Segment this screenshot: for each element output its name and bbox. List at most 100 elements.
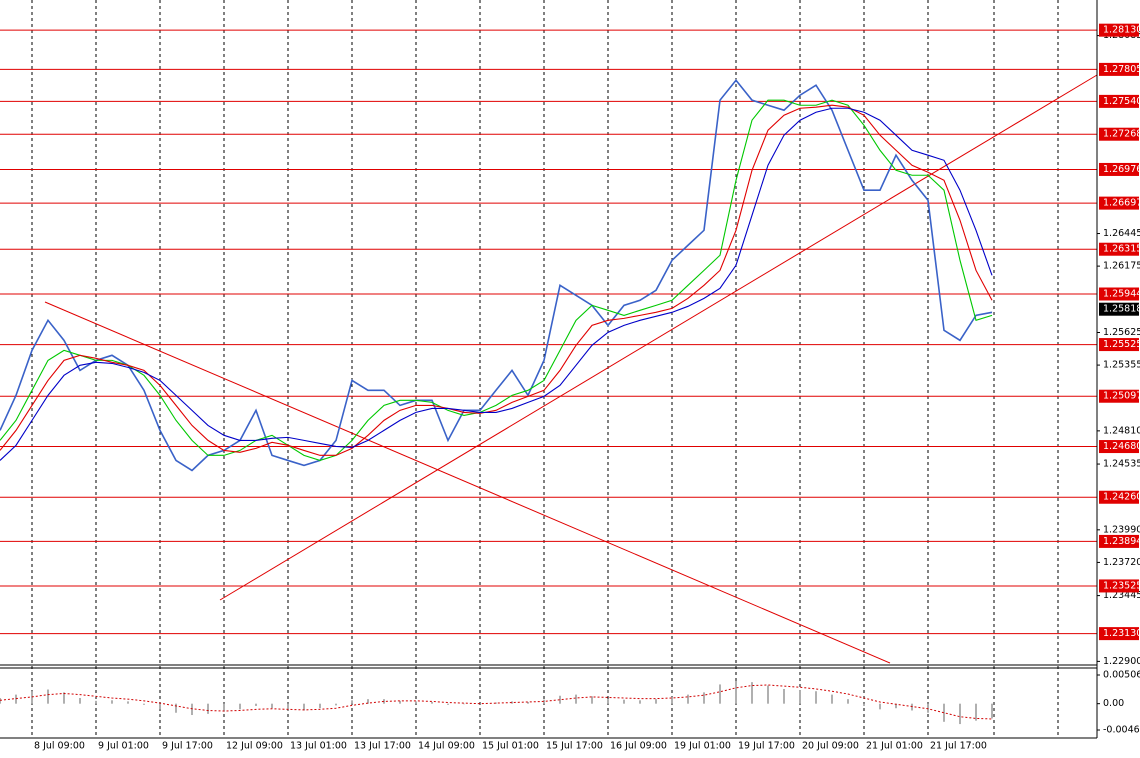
histogram-bar: [111, 700, 113, 704]
histogram-bar: [415, 701, 417, 704]
y-tick-label: 1.23990: [1103, 524, 1140, 535]
histogram-bar: [975, 703, 977, 721]
histogram-bar: [159, 703, 161, 710]
level-box: [1099, 62, 1139, 76]
histogram-bar: [607, 699, 609, 704]
x-tick-label: 8 Jul 09:00: [34, 741, 85, 752]
histogram-bar: [335, 703, 337, 706]
histogram-bar: [879, 703, 881, 710]
levels: [0, 29, 1097, 635]
level-label: 1.24680: [1103, 441, 1140, 452]
last-price-label: 1.25818: [1103, 304, 1140, 315]
level-box: [1099, 23, 1139, 37]
histogram-bar: [303, 703, 305, 711]
level-box: [1099, 127, 1139, 141]
histogram-bar: [399, 700, 401, 704]
histogram-bar: [943, 703, 945, 722]
histogram-bar: [575, 694, 577, 704]
level-label: 1.25525: [1103, 339, 1140, 350]
histogram-bar: [431, 701, 433, 704]
histogram-bar: [687, 694, 689, 704]
level-label: 1.23130: [1103, 628, 1140, 639]
histogram-bar: [127, 701, 129, 704]
level-box: [1099, 627, 1139, 641]
histogram-bar: [479, 703, 481, 705]
histogram-bar: [543, 699, 545, 704]
histogram-bar: [367, 699, 369, 704]
level-box: [1099, 287, 1139, 301]
level-label: 1.27540: [1103, 96, 1140, 107]
y-tick-label: 1.26175: [1103, 261, 1140, 272]
trend-line: [44, 301, 891, 664]
x-tick-label: 16 Jul 09:00: [610, 741, 667, 752]
histogram-bar: [143, 703, 145, 705]
level-label: 1.26697: [1103, 198, 1140, 209]
y-tick-label: 1.26445: [1103, 228, 1140, 239]
axis: 1.280851.264451.261751.256251.253551.248…: [34, 23, 1140, 752]
histogram-bar: [255, 703, 257, 706]
level-box: [1099, 389, 1139, 403]
level-label: 1.28130: [1103, 25, 1140, 36]
x-tick-label: 21 Jul 17:00: [930, 741, 987, 752]
level-label: 1.26315: [1103, 244, 1140, 255]
level-label: 1.24260: [1103, 492, 1140, 503]
moving-average: [0, 107, 993, 461]
x-tick-label: 15 Jul 17:00: [546, 741, 603, 752]
histogram-bar: [447, 703, 449, 705]
series: [0, 78, 993, 472]
y-tick-label: 1.23445: [1103, 590, 1140, 601]
x-tick-label: 20 Jul 09:00: [802, 741, 859, 752]
y-tick-label: 1.24810: [1103, 425, 1140, 436]
histogram-bar: [895, 703, 897, 709]
histogram-bar: [239, 703, 241, 710]
histogram-bar: [47, 689, 49, 704]
histogram-bar: [63, 692, 65, 704]
histogram-bar: [815, 691, 817, 704]
level-box: [1099, 196, 1139, 210]
level-label: 1.23894: [1103, 536, 1140, 547]
y-tick-label: 1.22900: [1103, 656, 1140, 667]
y-tick-label: 0.005065: [1103, 669, 1140, 680]
level-box: [1099, 94, 1139, 108]
histogram-bar: [495, 702, 497, 704]
histogram-bar: [847, 699, 849, 704]
level-box: [1099, 490, 1139, 504]
histogram-bar: [271, 703, 273, 709]
histogram-bar: [31, 691, 33, 704]
histogram-bar: [351, 700, 353, 704]
histogram-bar: [767, 685, 769, 704]
y-tick-label: 1.23720: [1103, 557, 1140, 568]
histogram-bar: [223, 703, 225, 712]
x-tick-label: 13 Jul 01:00: [290, 741, 347, 752]
level-label: 1.27268: [1103, 129, 1140, 140]
level-box: [1099, 440, 1139, 454]
histogram-bar: [559, 695, 561, 704]
moving-average: [0, 104, 993, 456]
histogram-bar: [319, 703, 321, 709]
histogram-bar: [527, 701, 529, 704]
y-tick-label: 0.00: [1103, 698, 1124, 709]
histogram-bar: [463, 703, 465, 705]
last-price-box: [1099, 302, 1139, 316]
level-box: [1099, 534, 1139, 548]
histogram-bar: [751, 682, 753, 704]
x-tick-label: 19 Jul 17:00: [738, 741, 795, 752]
x-tick-label: 13 Jul 17:00: [354, 741, 411, 752]
grid: [31, 0, 929, 738]
histogram-bar: [719, 684, 721, 704]
level-label: 1.25097: [1103, 391, 1140, 402]
histogram-bar: [799, 690, 801, 704]
x-tick-label: 21 Jul 01:00: [866, 741, 923, 752]
oscillator: [0, 681, 993, 725]
trend-line: [219, 74, 1098, 601]
y-tick-label: 1.25625: [1103, 327, 1140, 338]
level-label: 1.23525: [1103, 580, 1140, 591]
histogram-bar: [991, 703, 993, 719]
y-tick-label: 1.25355: [1103, 360, 1140, 371]
histogram-bar: [735, 681, 737, 704]
histogram-bar: [911, 703, 913, 711]
x-tick-label: 9 Jul 17:00: [162, 741, 213, 752]
